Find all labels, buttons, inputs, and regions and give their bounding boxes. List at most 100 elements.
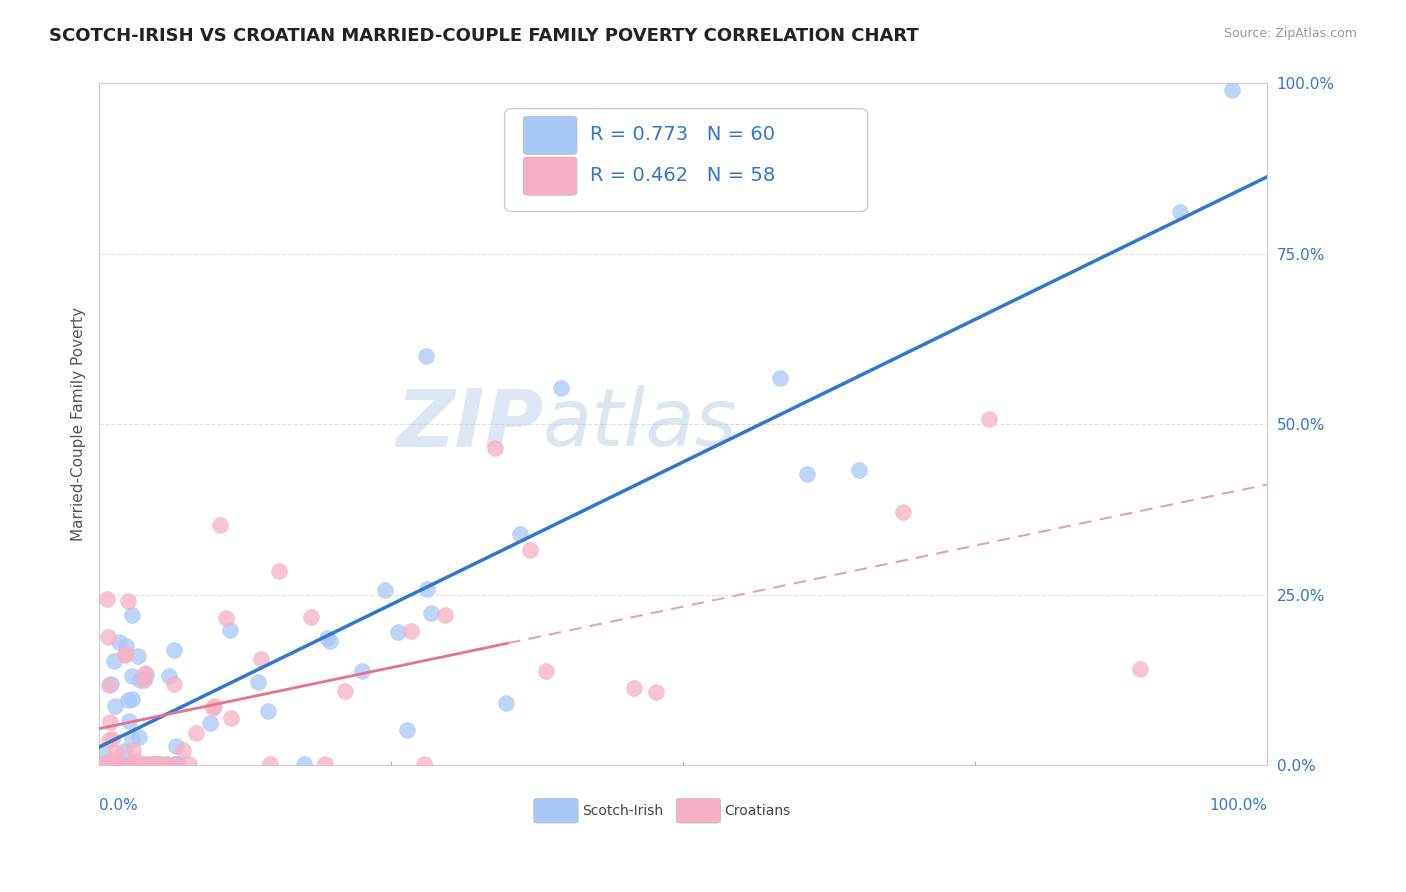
Point (114, 647, 136, 661)
Point (121, 757, 143, 772)
Point (250, 652, 273, 666)
Point (132, 673, 155, 687)
Point (125, 754, 148, 768)
Point (156, 757, 179, 772)
Point (316, 631, 339, 645)
Point (387, 624, 409, 639)
Point (536, 664, 558, 678)
Point (162, 757, 184, 772)
Point (129, 673, 152, 687)
Point (172, 743, 194, 757)
Point (155, 757, 177, 772)
Point (98, 714, 121, 729)
Point (111, 757, 134, 772)
Point (623, 681, 645, 695)
Point (121, 757, 143, 772)
Point (257, 704, 280, 718)
Point (94, 757, 117, 772)
Point (645, 685, 668, 699)
Point (401, 624, 423, 638)
Point (484, 441, 506, 455)
Point (97, 678, 120, 692)
FancyBboxPatch shape (505, 109, 868, 211)
Point (100, 757, 122, 772)
Y-axis label: Married-Couple Family Poverty: Married-Couple Family Poverty (72, 307, 86, 541)
Point (117, 594, 139, 608)
Point (509, 526, 531, 541)
Point (108, 757, 131, 772)
Point (184, 726, 207, 740)
Point (292, 757, 315, 772)
FancyBboxPatch shape (523, 116, 576, 154)
Point (208, 518, 231, 533)
Point (163, 757, 186, 772)
Point (127, 648, 149, 663)
Point (121, 742, 143, 756)
Point (97, 732, 120, 747)
Point (108, 757, 131, 772)
Point (333, 684, 356, 698)
Point (138, 757, 160, 772)
Point (219, 623, 242, 637)
Point (396, 723, 419, 738)
Point (314, 757, 336, 772)
Point (413, 757, 436, 772)
Point (165, 757, 187, 772)
Point (103, 757, 125, 772)
Text: 100.0%: 100.0% (1209, 798, 1267, 814)
Point (146, 757, 169, 772)
Point (299, 609, 322, 624)
Point (114, 648, 136, 663)
Point (419, 607, 441, 621)
Point (100, 757, 122, 772)
FancyBboxPatch shape (523, 157, 576, 195)
Point (163, 643, 186, 657)
Point (110, 757, 132, 772)
Point (100, 757, 122, 772)
Point (97, 754, 120, 768)
Point (121, 607, 143, 622)
Point (96, 591, 118, 606)
Point (100, 677, 122, 691)
Text: ZIP: ZIP (395, 385, 543, 463)
Point (215, 611, 238, 625)
Point (267, 565, 290, 579)
Point (101, 731, 124, 746)
Point (103, 698, 125, 713)
Point (434, 608, 457, 623)
Point (374, 582, 396, 597)
Text: atlas: atlas (543, 385, 738, 463)
Point (247, 674, 270, 689)
Point (90, 757, 112, 772)
Point (796, 467, 818, 481)
Point (157, 669, 180, 683)
Point (104, 747, 127, 761)
Point (96, 757, 118, 772)
FancyBboxPatch shape (676, 798, 721, 823)
Point (416, 582, 439, 597)
Point (138, 757, 160, 772)
Point (105, 752, 128, 766)
Point (145, 757, 167, 772)
Point (128, 730, 150, 744)
Point (1168, 205, 1191, 219)
Point (166, 757, 188, 772)
Text: SCOTCH-IRISH VS CROATIAN MARRIED-COUPLE FAMILY POVERTY CORRELATION CHART: SCOTCH-IRISH VS CROATIAN MARRIED-COUPLE … (49, 27, 920, 45)
Point (198, 716, 221, 731)
Point (97, 630, 120, 644)
Point (100, 757, 122, 772)
Text: R = 0.462   N = 58: R = 0.462 N = 58 (591, 166, 775, 185)
Point (891, 505, 914, 519)
Point (122, 757, 145, 772)
Point (319, 633, 342, 648)
Text: 0.0%: 0.0% (100, 798, 138, 814)
Point (550, 381, 572, 395)
Text: Source: ZipAtlas.com: Source: ZipAtlas.com (1223, 27, 1357, 40)
Point (146, 757, 169, 772)
Point (132, 671, 155, 685)
Point (148, 757, 170, 772)
Text: R = 0.773   N = 60: R = 0.773 N = 60 (591, 125, 775, 145)
Point (415, 349, 437, 363)
Point (91, 743, 114, 757)
Point (495, 696, 517, 710)
